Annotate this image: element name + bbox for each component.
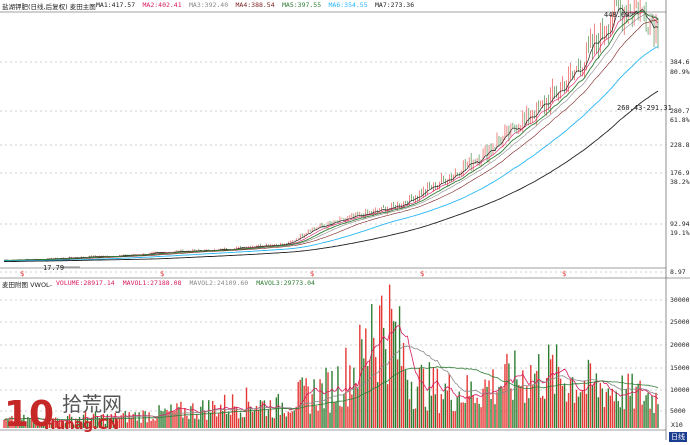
price-axis-label: 80.9%: [670, 68, 690, 76]
watermark-text: 拾荒网: [62, 392, 122, 416]
signal-marker: $: [160, 270, 164, 278]
ma-legend-item: MA1:417.57: [96, 1, 136, 9]
ma-line-4: [3, 19, 659, 261]
volume-legend-item: VOLUME:28917.14: [56, 279, 115, 287]
fib-range-label: 260.43-291.31: [617, 104, 672, 112]
ma-legend-item: MA5:397.55: [282, 1, 322, 9]
main-chart-title: 盐湖钾肥(日线,后复权) 麦田主图: [2, 3, 96, 11]
volume-legend-item: MAVOL1:27188.08: [122, 279, 182, 287]
price-axis-label: 176.9: [670, 169, 690, 177]
period-label[interactable]: 日线: [669, 432, 687, 442]
volume-axis-label: 20000: [670, 341, 690, 349]
volume-axis-label: 10000: [670, 386, 690, 394]
mavol-line-1: [3, 325, 659, 423]
price-axis-label: 8.97: [670, 268, 686, 276]
price-axis-label: 19.1%: [670, 229, 690, 237]
low-price-label: 17.79: [43, 264, 65, 272]
signal-marker: $: [562, 270, 566, 278]
signal-marker: $: [310, 270, 314, 278]
high-price-label: 448.60: [604, 11, 630, 19]
ma-legend-item: MA4:388.54: [235, 1, 275, 9]
ma-legend-item: MA3:392.40: [189, 1, 229, 9]
price-axis-label: 384.6: [670, 58, 690, 66]
mavol-line-3: [3, 366, 659, 421]
price-axis-label: 228.8: [670, 141, 690, 149]
volume-axis-label: 5000: [670, 407, 686, 415]
mavol-line-2: [3, 345, 659, 421]
ma-line-7: [4, 90, 659, 263]
volume-legend-item: MAVOL2:24109.60: [189, 279, 249, 287]
price-axis-label: 38.2%: [670, 178, 690, 186]
volume-axis-label: 25000: [670, 318, 690, 326]
ma-legend-item: MA7:273.36: [375, 1, 415, 9]
volume-legend-item: MAVOL3:29773.04: [256, 279, 315, 287]
ma-line-1: [3, 7, 659, 261]
volume-unit-label: X10: [671, 421, 683, 429]
signal-marker: $: [420, 270, 424, 278]
ma-legend-item: MA6:354.55: [328, 1, 368, 9]
volume-axis-label: 15000: [670, 364, 690, 372]
volume-axis-label: 30000: [670, 296, 690, 304]
price-axis-label: 92.94: [670, 220, 690, 228]
ma-line-5: [3, 10, 659, 261]
watermark-url: Hunag.CN: [44, 417, 119, 433]
ma-line-6: [3, 46, 659, 262]
volume-chart-title: 麦田附图 VWOL-: [2, 281, 52, 289]
ma-line-3: [3, 13, 659, 261]
watermark-logo: 10: [4, 394, 55, 435]
ma-legend-item: MA2:402.41: [142, 1, 182, 9]
price-axis-label: 280.7: [670, 107, 690, 115]
price-axis-label: 61.8%: [670, 116, 690, 124]
signal-marker: $: [20, 270, 24, 278]
